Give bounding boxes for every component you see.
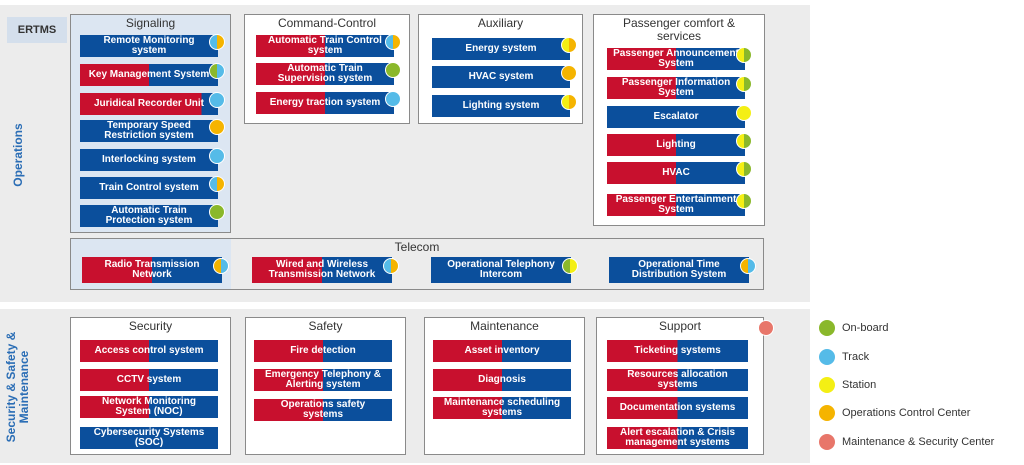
location-indicator <box>561 65 577 81</box>
location-indicator <box>736 161 752 177</box>
location-indicator <box>736 76 752 92</box>
system-box: CCTV system <box>80 369 218 391</box>
location-indicator <box>385 62 401 78</box>
location-indicator <box>736 193 752 209</box>
system-box: Energy system <box>432 38 570 60</box>
system-box: Temporary Speed Restriction system <box>80 120 218 142</box>
system-box: Energy traction system <box>256 92 394 114</box>
system-box: Asset inventory <box>433 340 571 362</box>
system-box: Diagnosis <box>433 369 571 391</box>
legend-label: Track <box>842 351 870 363</box>
system-box: Escalator <box>607 106 745 128</box>
system-box: Network Monitoring System (NOC) <box>80 396 218 418</box>
location-indicator <box>736 105 752 121</box>
location-indicator <box>736 47 752 63</box>
section-label: Security & Safety & Maintenance <box>4 331 31 443</box>
group-title: Safety <box>308 319 343 333</box>
legend-dot <box>819 377 835 393</box>
location-indicator <box>209 204 225 220</box>
system-box: Lighting system <box>432 95 570 117</box>
ertms-tag: ERTMS <box>7 17 67 43</box>
system-box: Passenger Announcement System <box>607 48 745 70</box>
legend-dot <box>819 405 835 421</box>
group-title: Auxiliary <box>477 16 524 30</box>
legend-dot <box>819 320 835 336</box>
location-indicator <box>383 258 399 274</box>
group-title: Signaling <box>125 16 176 30</box>
system-box: Juridical Recorder Unit <box>80 93 218 115</box>
legend-label: Operations Control Center <box>842 407 971 419</box>
system-box: Wired and Wireless Transmission Network <box>252 257 392 283</box>
system-box: Operational Time Distribution System <box>609 257 749 283</box>
location-indicator <box>736 133 752 149</box>
system-box: Passenger Entertainment System <box>607 194 745 216</box>
group-box: Telecom <box>70 238 764 290</box>
system-box: Interlocking system <box>80 149 218 171</box>
location-indicator <box>561 37 577 53</box>
section-label: Operations <box>10 123 25 187</box>
system-box: Ticketing systems <box>607 340 748 362</box>
location-indicator <box>209 34 225 50</box>
group-title: Telecom <box>394 240 440 254</box>
system-box: Resources allocation systems <box>607 369 748 391</box>
location-indicator <box>561 94 577 110</box>
system-box: Train Control system <box>80 177 218 199</box>
system-box: Access control system <box>80 340 218 362</box>
system-box: Passenger Information System <box>607 77 745 99</box>
legend-label: Station <box>842 379 877 391</box>
group-title: Maintenance <box>470 319 539 333</box>
system-box: HVAC system <box>432 66 570 88</box>
location-indicator <box>209 176 225 192</box>
system-box: Operational Telephony Intercom <box>431 257 571 283</box>
group-title: Support <box>658 319 702 333</box>
system-box: Documentation systems <box>607 397 748 419</box>
system-box: Fire detection <box>254 340 392 362</box>
system-box: Radio Transmission Network <box>82 257 222 283</box>
location-indicator <box>209 148 225 164</box>
location-indicator <box>758 320 774 336</box>
system-box: Alert escalation & Crisis management sys… <box>607 427 748 449</box>
group-title: Command-Control <box>277 16 377 30</box>
system-box: Automatic Train Control system <box>256 35 394 57</box>
system-box: Key Management System <box>80 64 218 86</box>
system-box: Remote Monitoring system <box>80 35 218 57</box>
location-indicator <box>213 258 229 274</box>
system-box: Emergency Telephony & Alerting system <box>254 369 392 391</box>
legend-dot <box>819 349 835 365</box>
location-indicator <box>562 258 578 274</box>
group-title: Security <box>128 319 173 333</box>
system-box: Lighting <box>607 134 745 156</box>
location-indicator <box>209 92 225 108</box>
system-box: HVAC <box>607 162 745 184</box>
group-title: Passenger comfort & services <box>622 16 736 43</box>
location-indicator <box>740 258 756 274</box>
location-indicator <box>209 119 225 135</box>
system-box: Automatic Train Supervision system <box>256 63 394 85</box>
system-box: Cybersecurity Systems (SOC) <box>80 427 218 449</box>
system-box: Operations safety systems <box>254 399 392 421</box>
system-box: Automatic Train Protection system <box>80 205 218 227</box>
legend-label: Maintenance & Security Center <box>842 436 995 448</box>
legend-dot <box>819 434 835 450</box>
system-box: Maintenance scheduling systems <box>433 397 571 419</box>
location-indicator <box>385 34 401 50</box>
legend-label: On-board <box>842 322 889 334</box>
location-indicator <box>209 63 225 79</box>
location-indicator <box>385 91 401 107</box>
